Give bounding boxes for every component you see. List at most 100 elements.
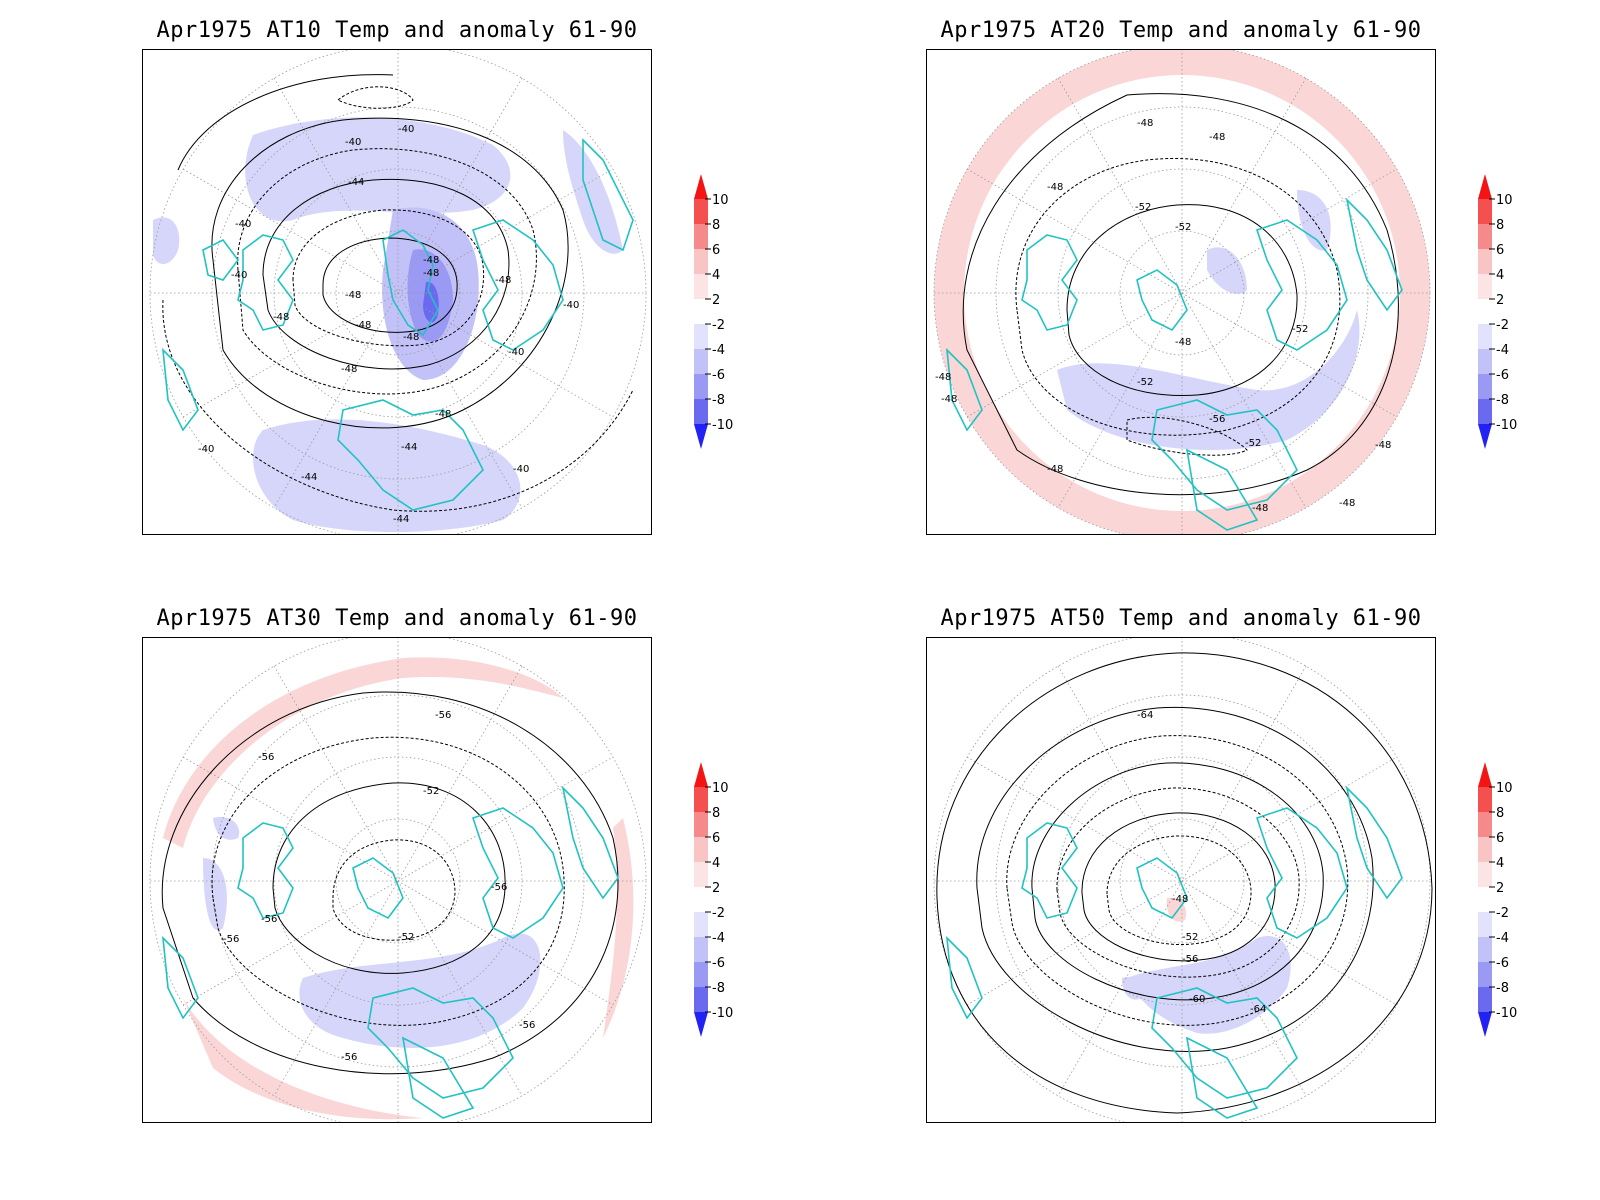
- colorbar-label: -2: [1496, 906, 1509, 921]
- contour-label: -44: [393, 514, 409, 525]
- contour-label: -48: [1137, 118, 1153, 129]
- contour-label: -48: [1047, 182, 1063, 193]
- colorbar-swatch: [1478, 224, 1492, 249]
- colorbar-label: 8: [712, 806, 720, 821]
- colorbar-top-arrow: [1478, 762, 1492, 787]
- anomaly-area: [163, 657, 563, 848]
- contour-label: -56: [1182, 954, 1198, 965]
- colorbar-label: 8: [1496, 806, 1504, 821]
- colorbar-swatch: [694, 349, 708, 374]
- colorbar-swatch: [1478, 887, 1492, 912]
- contour-labels: -48 -48 -48 -48 -48 -48 -48 -48 -48 -48 …: [935, 118, 1391, 514]
- colorbar-swatch: [694, 812, 708, 837]
- colorbar-label: 2: [712, 293, 720, 308]
- lat-lon-grid: [149, 50, 647, 534]
- contour-label: -40: [563, 300, 579, 311]
- colorbar-swatch: [694, 837, 708, 862]
- colorbar-label: -6: [1496, 956, 1509, 971]
- colorbar-label: 8: [712, 218, 720, 233]
- colorbar-label: -6: [712, 368, 725, 383]
- anomaly-area: [1166, 897, 1187, 922]
- lat-lon-grid: [933, 638, 1431, 1122]
- panel-title: Apr1975 AT30 Temp and anomaly 61-90: [156, 606, 638, 631]
- colorbar-swatch: [694, 199, 708, 224]
- colorbar-label: 6: [1496, 831, 1504, 846]
- contour-lines: [162, 74, 634, 512]
- colorbar-swatch: [1478, 787, 1492, 812]
- lat-lon-grid: [149, 638, 647, 1122]
- contour-labels: -56 -56 -56 -56 -56 -56 -56 -52 -52: [223, 710, 535, 1063]
- contour-label: -56: [519, 1020, 535, 1031]
- contour-label: -40: [398, 124, 414, 135]
- panel-at20: Apr1975 AT20 Temp and anomaly 61-90: [926, 18, 1566, 578]
- contour-label: -40: [513, 464, 529, 475]
- contour-lines: [962, 93, 1399, 496]
- anomaly-area: [1127, 936, 1291, 1034]
- contour-label: -48: [423, 268, 439, 279]
- anomaly-area: [203, 858, 227, 931]
- colorbar-swatch: [1478, 837, 1492, 862]
- colorbar-label: -10: [712, 1006, 733, 1021]
- contour-label: -48: [495, 275, 511, 286]
- colorbar-label: -10: [1496, 418, 1517, 433]
- contour-label: -48: [1047, 464, 1063, 475]
- colorbar: 10 8 6 4 2 -2 -4 -6 -8 -10: [1466, 168, 1526, 468]
- contour-label: -56: [491, 882, 507, 893]
- colorbar-label: 10: [1496, 781, 1513, 796]
- anomaly-shading: [153, 117, 623, 532]
- contour-label: -48: [1252, 503, 1268, 514]
- anomaly-area: [253, 419, 521, 532]
- contour-label: -48: [403, 332, 419, 343]
- colorbar-swatch: [694, 324, 708, 349]
- panel-at30: Apr1975 AT30 Temp and anomaly 61-90: [142, 606, 782, 1166]
- colorbar-bottom-arrow: [1478, 1012, 1492, 1037]
- contour-label: -52: [1135, 202, 1151, 213]
- contour-label: -48: [935, 372, 951, 383]
- colorbar-label: 10: [712, 193, 729, 208]
- colorbar-label: -10: [1496, 1006, 1517, 1021]
- contour-label: -48: [1375, 440, 1391, 451]
- colorbar-label: -4: [712, 931, 725, 946]
- anomaly-area: [1057, 310, 1360, 450]
- colorbar-swatch: [1478, 349, 1492, 374]
- anomaly-area: [423, 281, 439, 323]
- colorbar-label: -8: [712, 981, 725, 996]
- contour-label: -48: [345, 290, 361, 301]
- colorbar-label: 6: [712, 831, 720, 846]
- contour-label: -44: [301, 472, 317, 483]
- coastlines: [945, 197, 1403, 531]
- contour-label: -48: [1175, 337, 1191, 348]
- colorbar-swatch: [1478, 937, 1492, 962]
- contour-label: -56: [341, 1052, 357, 1063]
- colorbar-label: 4: [1496, 856, 1504, 871]
- polar-map: -64 -64 -60 -56 -52 -48: [926, 637, 1436, 1123]
- contour-label: -44: [401, 442, 417, 453]
- colorbar-label: -8: [712, 393, 725, 408]
- colorbar-swatch: [694, 274, 708, 299]
- contour-label: -48: [341, 364, 357, 375]
- contour-label: -48: [1172, 894, 1188, 905]
- contour-label: -48: [941, 394, 957, 405]
- colorbar-label: 8: [1496, 218, 1504, 233]
- colorbar-bottom-arrow: [694, 424, 708, 449]
- panel-title: Apr1975 AT10 Temp and anomaly 61-90: [156, 18, 638, 43]
- panel-at50: Apr1975 AT50 Temp and anomaly 61-90: [926, 606, 1566, 1166]
- colorbar-swatch: [694, 399, 708, 424]
- contour-label: -52: [1175, 222, 1191, 233]
- colorbar-swatch: [1478, 812, 1492, 837]
- colorbar-label: 6: [712, 243, 720, 258]
- colorbar-label: 4: [712, 268, 720, 283]
- colorbar-label: 4: [1496, 268, 1504, 283]
- colorbar-bottom-arrow: [1478, 424, 1492, 449]
- colorbar-label: 2: [1496, 293, 1504, 308]
- colorbar-label: -2: [1496, 318, 1509, 333]
- colorbar-swatch: [694, 987, 708, 1012]
- colorbar-swatch: [1478, 274, 1492, 299]
- colorbar-label: -8: [1496, 981, 1509, 996]
- colorbar-top-arrow: [694, 174, 708, 199]
- colorbar-swatch: [694, 787, 708, 812]
- colorbar-swatch: [1478, 374, 1492, 399]
- colorbar-label: -4: [712, 343, 725, 358]
- contour-label: -40: [231, 270, 247, 281]
- colorbar-swatch: [694, 862, 708, 887]
